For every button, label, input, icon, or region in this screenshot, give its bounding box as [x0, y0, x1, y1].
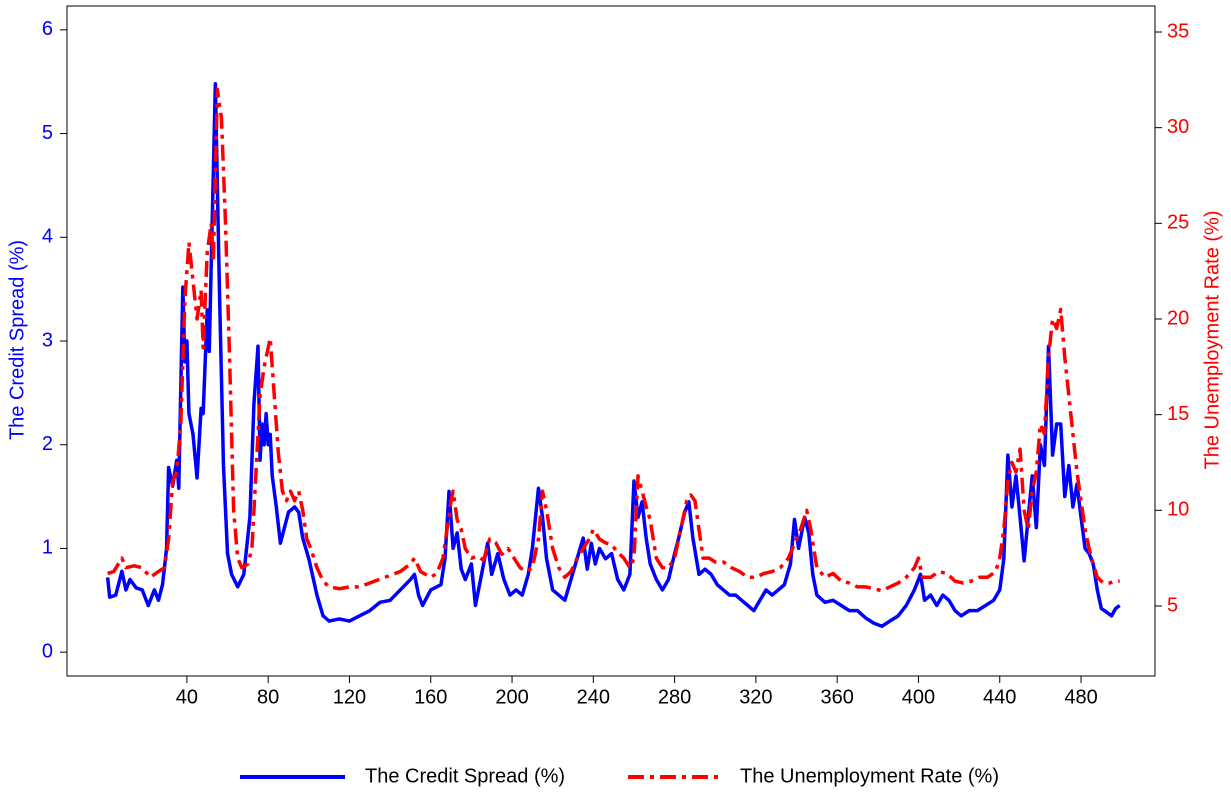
y-tick-label: 2	[42, 433, 53, 455]
x-tick-label: 480	[1064, 686, 1097, 708]
y2-tick-label: 25	[1167, 212, 1189, 234]
data-line	[107, 87, 1120, 593]
x-tick-label: 320	[739, 686, 772, 708]
x-tick-label: 80	[257, 686, 279, 708]
x-tick-label: 280	[658, 686, 691, 708]
y-tick-label: 1	[42, 537, 53, 559]
y-tick-label: 6	[42, 18, 53, 40]
y2-tick-label: 5	[1167, 594, 1178, 616]
x-tick-label: 360	[820, 686, 853, 708]
y2-tick-label: 10	[1167, 499, 1189, 521]
x-tick-label: 440	[983, 686, 1016, 708]
y2-tick-label: 30	[1167, 116, 1189, 138]
y2-tick-label: 20	[1167, 307, 1189, 329]
x-tick-label: 200	[495, 686, 528, 708]
y2-axis-label: The Unemployment Rate (%)	[1201, 211, 1223, 470]
x-tick-label: 160	[414, 686, 447, 708]
y-tick-label: 5	[42, 122, 53, 144]
y2-tick-label: 15	[1167, 403, 1189, 425]
x-tick-label: 120	[333, 686, 366, 708]
y-tick-label: 0	[42, 640, 53, 662]
legend-label: The Unemployment Rate (%)	[740, 765, 999, 787]
y2-tick-label: 35	[1167, 20, 1189, 42]
x-tick-label: 400	[902, 686, 935, 708]
y-tick-label: 4	[42, 226, 53, 248]
data-line	[105, 82, 1121, 628]
x-tick-label: 240	[577, 686, 610, 708]
legend-label: The Credit Spread (%)	[365, 765, 565, 787]
y-tick-label: 3	[42, 329, 53, 351]
x-tick-label: 40	[176, 686, 198, 708]
y-axis-label: The Credit Spread (%)	[6, 240, 28, 440]
